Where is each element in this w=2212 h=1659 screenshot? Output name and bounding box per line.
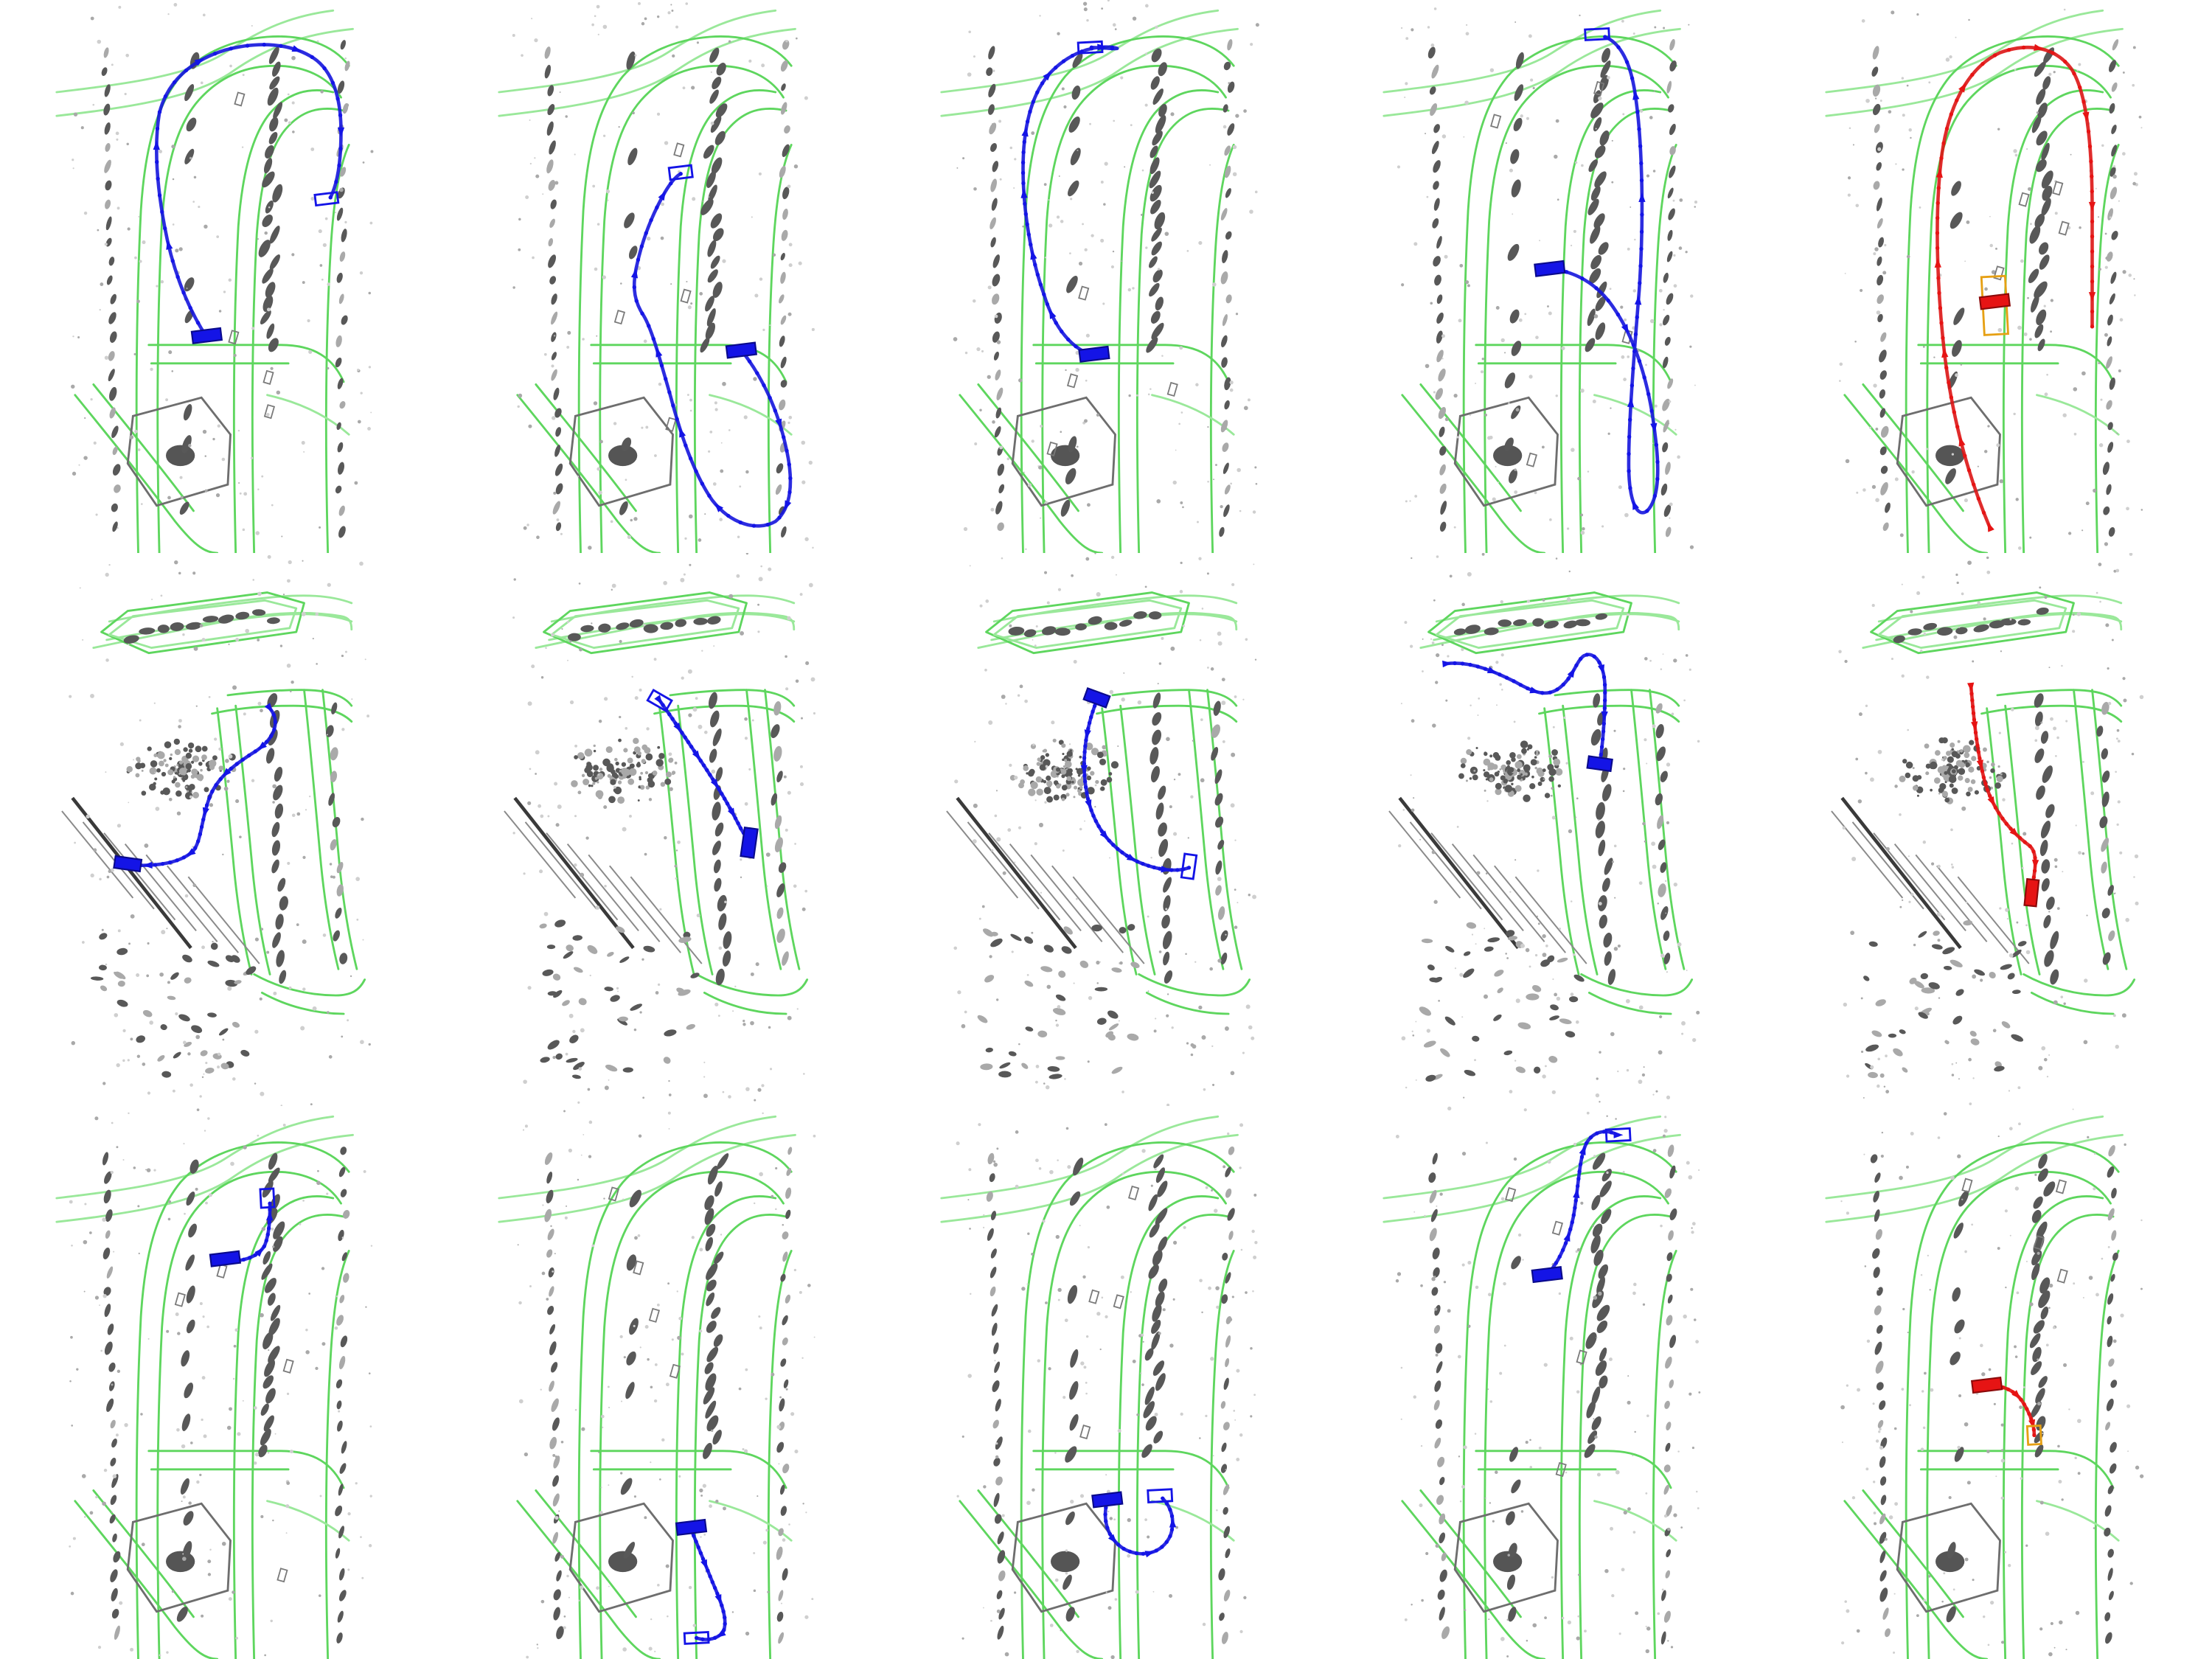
trajectory-panel bbox=[885, 0, 1327, 553]
panel-canvas bbox=[61, 554, 371, 1106]
trajectory-panel bbox=[1770, 553, 2212, 1106]
panel-canvas bbox=[946, 553, 1257, 1106]
goal-slot-box bbox=[683, 1630, 710, 1645]
goal-slot-box bbox=[1147, 1488, 1174, 1503]
panel-canvas bbox=[498, 1, 815, 553]
ego-vehicle-box bbox=[740, 826, 759, 859]
ego-vehicle-box bbox=[2023, 877, 2040, 908]
trajectory-panel bbox=[1770, 1106, 2212, 1659]
panel-canvas bbox=[1831, 553, 2144, 1105]
panel-canvas bbox=[498, 1110, 816, 1659]
map-layer bbox=[498, 1, 815, 553]
ego-vehicle-box bbox=[209, 1250, 242, 1267]
trajectory-layer bbox=[630, 172, 793, 528]
trajectory-layer bbox=[153, 42, 345, 343]
trajectory-layer bbox=[1545, 35, 1660, 515]
ego-vehicle-box bbox=[113, 855, 143, 873]
trajectory-panel bbox=[442, 0, 885, 553]
trajectory-layer bbox=[1103, 1495, 1177, 1558]
ego-vehicle-box bbox=[1978, 293, 2011, 310]
panel-canvas bbox=[940, 1115, 1258, 1659]
map-layer bbox=[55, 3, 374, 553]
goal-slot-box bbox=[1180, 852, 1198, 880]
map-layer bbox=[940, 1115, 1258, 1659]
goal-slot-box bbox=[259, 1187, 276, 1209]
trajectory-panel bbox=[1327, 553, 1770, 1106]
panel-canvas bbox=[940, 0, 1259, 553]
trajectory-panel bbox=[0, 0, 442, 553]
trajectory-panel bbox=[0, 553, 442, 1106]
ego-vehicle-box bbox=[1078, 345, 1110, 363]
map-layer bbox=[504, 553, 816, 1104]
ego-vehicle-box bbox=[725, 341, 758, 359]
ego-vehicle-box bbox=[675, 1518, 708, 1536]
ego-vehicle-box bbox=[1531, 1266, 1563, 1284]
map-layer bbox=[946, 553, 1257, 1106]
trajectory-layer bbox=[1020, 44, 1119, 361]
trajectory-layer bbox=[1967, 682, 2039, 892]
goal-slot-box bbox=[646, 688, 673, 713]
ego-vehicle-box bbox=[190, 327, 223, 344]
map-layer bbox=[940, 0, 1259, 553]
trajectory-panel bbox=[442, 1106, 885, 1659]
ego-vehicle-box bbox=[1970, 1377, 2003, 1394]
goal-slot-box bbox=[1077, 40, 1104, 55]
panel-canvas bbox=[55, 1108, 373, 1659]
panel-canvas bbox=[504, 553, 816, 1104]
panel-canvas bbox=[1382, 7, 1698, 553]
map-layer bbox=[55, 1108, 373, 1659]
map-layer bbox=[1825, 8, 2143, 553]
ego-vehicle-box bbox=[1082, 687, 1111, 709]
trajectory-panel bbox=[1327, 0, 1770, 553]
goal-slot-box bbox=[1584, 27, 1610, 41]
trajectory-panel bbox=[1770, 0, 2212, 553]
panel-canvas bbox=[1382, 1106, 1701, 1659]
map-layer bbox=[498, 1110, 816, 1659]
trajectory-layer bbox=[1442, 653, 1608, 766]
trajectory-layer bbox=[654, 695, 754, 846]
ego-vehicle-box bbox=[1586, 755, 1613, 773]
trajectory-layer bbox=[686, 1524, 727, 1642]
trajectory-panel bbox=[442, 553, 885, 1106]
map-layer bbox=[61, 554, 371, 1106]
trajectory-panel bbox=[1327, 1106, 1770, 1659]
map-layer bbox=[1382, 7, 1698, 553]
goal-slot-box bbox=[1604, 1127, 1632, 1143]
ego-vehicle-box bbox=[1534, 260, 1566, 277]
panel-canvas bbox=[55, 3, 374, 553]
trajectory-panel bbox=[885, 1106, 1327, 1659]
panel-canvas bbox=[1825, 1108, 2144, 1659]
goal-slot-box bbox=[667, 164, 694, 181]
trajectory-panel bbox=[0, 1106, 442, 1659]
goal-slot-box bbox=[313, 191, 340, 207]
trajectory-panel bbox=[885, 553, 1327, 1106]
trajectory-layer bbox=[1934, 44, 2096, 532]
panel-canvas bbox=[1825, 8, 2143, 553]
map-layer bbox=[1388, 553, 1700, 1103]
map-layer bbox=[1825, 1108, 2144, 1659]
goal-slot-box bbox=[2025, 1424, 2043, 1446]
map-layer bbox=[1831, 553, 2144, 1105]
panel-canvas bbox=[1388, 553, 1700, 1103]
ego-vehicle-box bbox=[1091, 1491, 1124, 1509]
trajectory-layer bbox=[131, 703, 278, 869]
history-layer bbox=[1082, 699, 1191, 872]
map-layer bbox=[1382, 1106, 1701, 1659]
